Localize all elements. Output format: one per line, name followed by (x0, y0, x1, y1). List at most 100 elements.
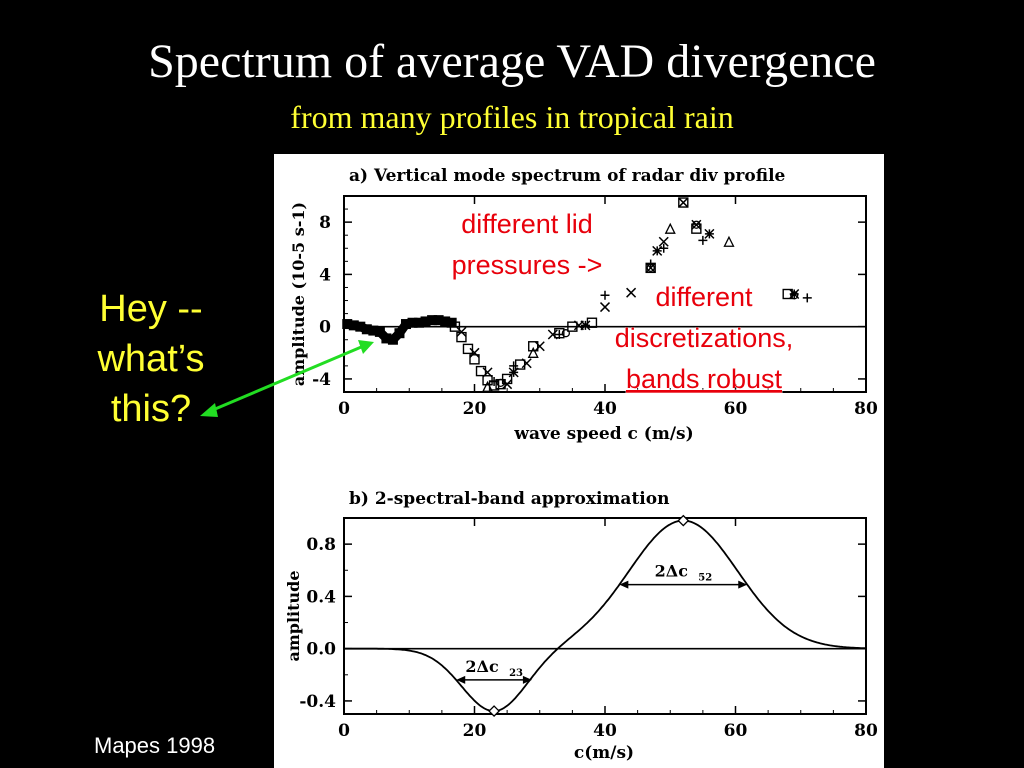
slide-subtitle: from many profiles in tropical rain (290, 99, 734, 135)
panel-b-peak-marker (677, 514, 690, 527)
panel-a-dense-point (368, 325, 379, 336)
panel-a-dense-point (400, 319, 411, 330)
panel-a-point-cross (547, 329, 558, 340)
panel-a-xtick-label: 80 (854, 399, 878, 419)
panel-a-point-circle (496, 378, 505, 388)
panel-a-point-square (482, 375, 493, 386)
panel-a-point-star (652, 245, 663, 256)
panel-a-point-cross (626, 287, 637, 298)
annotation-discretization-line-1: different (655, 282, 753, 312)
panel-b-title: b) 2-spectral-band approximation (349, 489, 669, 509)
panel-a-point-circle (646, 263, 655, 273)
panel-a-ylabel: amplitude (10-5 s-1) (289, 202, 308, 386)
arrow-head-left (200, 403, 218, 417)
panel-b-xlabel: c(m/s) (574, 743, 634, 763)
panel-a-point-square (678, 197, 689, 208)
panel-b-xtick-label: 80 (854, 721, 878, 741)
panel-b-width-arrowhead-left (456, 675, 466, 684)
panel-a-dense-point (433, 315, 444, 326)
panel-b-width-arrowhead-left (619, 580, 629, 589)
panel-a-dense-point (381, 333, 392, 344)
panel-a-point-cross (678, 197, 689, 208)
panel-a-dense-point (414, 317, 425, 328)
slide-title: Spectrum of average VAD divergence (148, 35, 876, 88)
panel-a-ytick-label: 0 (319, 318, 331, 338)
figure-svg: a) Vertical mode spectrum of radar div p… (284, 166, 878, 763)
panel-a-dense-point (374, 326, 385, 337)
figure-panel: a) Vertical mode spectrum of radar div p… (274, 154, 884, 768)
panel-b-xtick-label: 40 (593, 721, 617, 741)
panel-a-point-plus (600, 290, 610, 300)
panel-a-point-star (789, 288, 800, 300)
arrow-head-right (358, 340, 374, 354)
annotation-discretization-line-3: bands robust (626, 364, 783, 394)
panel-a-point-square (469, 354, 480, 365)
panel-a-dense-point (361, 324, 372, 335)
panel-a-title: a) Vertical mode spectrum of radar div p… (349, 166, 786, 186)
panel-a-point-plus (698, 235, 708, 245)
panel-a-point-square (462, 343, 474, 355)
panel-a-dense-point (420, 316, 431, 327)
panel-a-ytick-label: 4 (319, 265, 331, 285)
panel-a-dense-point (407, 317, 418, 328)
panel-b-xtick-label: 20 (463, 721, 487, 741)
panel-a-xtick-label: 40 (593, 399, 617, 419)
panel-a-dense-point (348, 320, 359, 331)
panel-a-point-cross (482, 367, 493, 378)
panel-b-peak-marker (488, 705, 500, 718)
panel-b-ytick-label: 0.4 (306, 587, 336, 607)
credit-text: Mapes 1998 (94, 733, 216, 758)
panel-a-point-star (580, 320, 591, 331)
panel-b-width-arrowhead-right (522, 675, 532, 684)
panel-a-point-plus (802, 293, 812, 303)
panel-b-band-label: 2Δc (655, 562, 689, 581)
panel-a-point-circle (790, 291, 799, 300)
panel-a-point-triangle (481, 380, 494, 392)
annotation-discretization-line-2: discretizations, (615, 323, 794, 353)
panel-a-xtick-label: 60 (724, 399, 748, 419)
callout-line-1: Hey -- (99, 288, 203, 330)
panel-b-ytick-label: -0.4 (299, 692, 336, 712)
panel-b-width-arrowhead-right (738, 580, 748, 589)
panel-a-point-star (508, 367, 519, 378)
panel-b-curve (344, 519, 866, 713)
panel-b-xtick-label: 0 (338, 721, 350, 741)
panel-a-dense-point (394, 328, 405, 339)
panel-a-point-square (528, 341, 539, 352)
panel-a-point-triangle (527, 346, 539, 358)
panel-a-dense-point (427, 315, 438, 326)
panel-a-xlabel: wave speed c (m/s) (513, 424, 693, 444)
callout-arrow (200, 340, 374, 417)
panel-a-point-triangle (723, 235, 735, 247)
panel-a-point-circle (561, 329, 571, 338)
panel-a-point-cross (658, 236, 669, 247)
callout-line-3: this? (110, 388, 192, 430)
panel-a-point-cross (599, 302, 611, 313)
panel-a-point-triangle (664, 222, 676, 234)
panel-a-dense-point (342, 319, 353, 330)
panel-a-point-cross (691, 219, 702, 230)
panel-b-ytick-label: 0.0 (306, 640, 336, 660)
panel-a-point-square (449, 321, 461, 332)
panel-a-dense-point (440, 316, 451, 327)
panel-a-dense-point (387, 334, 398, 345)
panel-b-band-label: 2Δc (465, 657, 499, 676)
panel-a-point-cross (521, 358, 532, 369)
panel-a-point-circle (692, 220, 701, 229)
annotation-lid-line-2: pressures -> (452, 250, 603, 280)
panel-a-point-cross (469, 347, 480, 358)
panel-b-band-label-sub: 23 (509, 668, 523, 679)
panel-b-band-label-sub: 52 (698, 573, 712, 584)
callout-line-2: what’s (97, 338, 205, 380)
panel-a-ytick-label: 8 (319, 213, 331, 233)
arrow-shaft (207, 343, 367, 414)
panel-a-xtick-label: 0 (338, 399, 350, 419)
panel-b-ylabel: amplitude (284, 570, 303, 661)
panel-a-point-cross (456, 326, 467, 337)
panel-a-xtick-label: 20 (463, 399, 487, 419)
panel-a-point-star (704, 228, 715, 239)
panel-b-xtick-label: 60 (724, 721, 748, 741)
panel-a-ytick-label: -4 (312, 370, 331, 390)
annotation-lid-line-1: different lid (461, 209, 593, 239)
